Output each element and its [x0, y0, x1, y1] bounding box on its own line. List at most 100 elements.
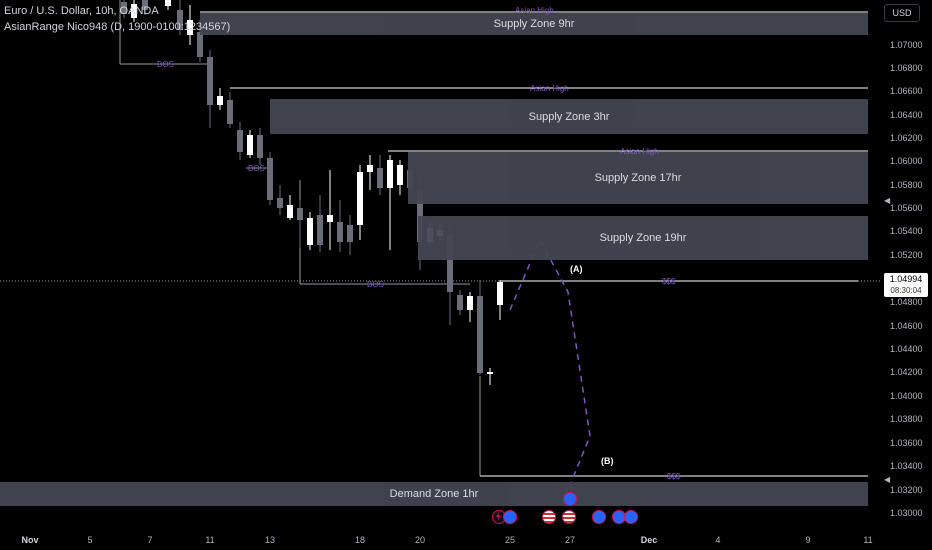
price-tick: 1.04400 [890, 344, 923, 354]
price-tick: 1.04800 [890, 297, 923, 307]
price-tick: 1.06000 [890, 156, 923, 166]
bos-label: BOS [157, 60, 174, 69]
zone-label: Supply Zone 17hr [594, 172, 682, 184]
bos-label: BOS [367, 280, 384, 289]
candle-body [237, 130, 243, 152]
date-tick: 5 [87, 535, 93, 545]
liquidity-label: $$$ [667, 472, 681, 481]
zone-label: Supply Zone 19hr [599, 232, 687, 244]
date-tick: 7 [147, 535, 153, 545]
price-tick: 1.03200 [890, 485, 923, 495]
us-flag-icon[interactable] [542, 510, 556, 524]
candle-body [187, 20, 193, 35]
candle-body [277, 198, 283, 208]
candle-body [477, 296, 483, 373]
price-tick: 1.06800 [890, 63, 923, 73]
candle-body [367, 165, 373, 172]
candle-body [267, 158, 273, 200]
candle-body [387, 160, 393, 188]
bos-label: BOS [248, 164, 265, 173]
price-tick: 1.05800 [890, 180, 923, 190]
date-tick: 27 [564, 535, 576, 545]
zone-label: Supply Zone 9hr [493, 18, 575, 30]
candle-body [337, 222, 343, 242]
candle-body [247, 135, 253, 155]
price-tick: 1.03000 [890, 508, 923, 518]
date-tick: 18 [354, 535, 366, 545]
bar-countdown: 08:30:04 [890, 286, 922, 295]
price-tick: 1.05600 [890, 203, 923, 213]
wave-b-label: (B) [601, 456, 614, 466]
currency-button[interactable]: USD [884, 4, 920, 22]
date-tick: 13 [264, 535, 276, 545]
price-tick: 1.04000 [890, 391, 923, 401]
asian-high-label: Asian High [530, 84, 569, 93]
date-tick: 25 [504, 535, 516, 545]
projection-path [509, 238, 591, 491]
supply-zone-3hr[interactable]: Supply Zone 3hr [270, 99, 868, 134]
candle-body [177, 10, 183, 30]
candlestick-canvas[interactable] [0, 0, 880, 530]
price-tick: 1.04600 [890, 321, 923, 331]
candle-body [447, 234, 453, 292]
candle-body [467, 296, 473, 310]
candle-body [207, 57, 213, 105]
candle-body [377, 168, 383, 188]
candle-body [257, 135, 263, 158]
caret-left-icon: ◀ [884, 475, 891, 484]
price-tick: 1.06600 [890, 86, 923, 96]
price-tick: 1.03400 [890, 461, 923, 471]
candle-body [197, 32, 203, 57]
asian-high-label: Asian High [515, 6, 554, 15]
candle-body [357, 172, 363, 225]
supply-zone-17hr[interactable]: Supply Zone 17hr [408, 152, 868, 204]
globe-icon[interactable] [624, 510, 638, 524]
wave-a-label: (A) [570, 264, 583, 274]
current-price-badge: 1.04994 08:30:04 [884, 273, 928, 297]
candle-body [487, 372, 493, 374]
zone-label: Demand Zone 1hr [389, 488, 479, 500]
candle-body [142, 0, 148, 10]
date-tick: 11 [205, 535, 215, 545]
price-axis[interactable] [880, 0, 932, 530]
candle-body [497, 282, 503, 305]
candle-body [287, 205, 293, 218]
current-price: 1.04994 [889, 274, 923, 284]
price-tick: 1.03800 [890, 414, 923, 424]
date-tick: Dec [640, 535, 658, 545]
demand-zone-1hr[interactable]: Demand Zone 1hr [0, 482, 868, 506]
candle-body [317, 215, 323, 245]
candle-body [297, 208, 303, 220]
candle-body [217, 96, 223, 105]
us-flag-icon[interactable] [562, 510, 576, 524]
date-tick: 4 [715, 535, 721, 545]
candle-body [227, 100, 233, 124]
price-tick: 1.03600 [890, 438, 923, 448]
candle-body [307, 218, 313, 245]
globe-icon[interactable] [503, 510, 517, 524]
date-tick: 11 [863, 535, 873, 545]
candle-body [457, 295, 463, 310]
globe-icon[interactable] [592, 510, 606, 524]
price-tick: 1.04200 [890, 367, 923, 377]
price-tick: 1.06400 [890, 110, 923, 120]
globe-icon[interactable] [563, 492, 577, 506]
symbol-title: Euro / U.S. Dollar, 10h, OANDA [4, 5, 159, 17]
liquidity-label: $$$ [662, 277, 676, 286]
date-tick: 20 [414, 535, 426, 545]
price-tick: 1.07000 [890, 40, 923, 50]
indicator-title: AsianRange Nico948 (D, 1900-0100:1234567… [4, 21, 231, 33]
candle-body [165, 0, 171, 6]
supply-zone-9hr[interactable]: Supply Zone 9hr [200, 13, 868, 35]
date-tick: Nov [21, 535, 39, 545]
candle-body [121, 2, 127, 14]
supply-zone-19hr[interactable]: Supply Zone 19hr [418, 216, 868, 260]
candle-body [347, 225, 353, 242]
date-tick: 9 [805, 535, 811, 545]
price-tick: 1.05200 [890, 250, 923, 260]
price-tick: 1.05400 [890, 226, 923, 236]
price-tick: 1.06200 [890, 133, 923, 143]
candle-body [327, 215, 333, 222]
chart-plot-area[interactable]: Supply Zone 9hr Supply Zone 3hr Supply Z… [0, 0, 880, 530]
candle-body [397, 165, 403, 185]
